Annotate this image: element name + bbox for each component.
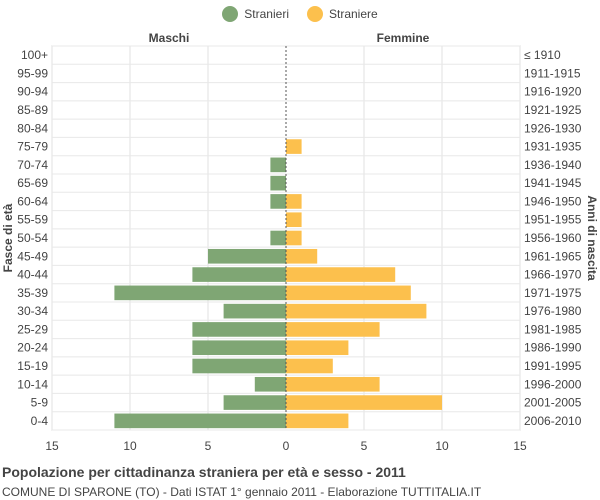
x-tick-label: 15 — [45, 439, 59, 453]
birth-year-tick-label: 1941-1945 — [524, 176, 582, 190]
birth-year-tick-label: 1936-1940 — [524, 158, 582, 172]
age-tick-label: 30-34 — [17, 304, 48, 318]
birth-year-tick-label: 1966-1970 — [524, 268, 582, 282]
birth-year-tick-label: 1981-1985 — [524, 322, 582, 336]
bar-straniere-30-34 — [286, 303, 427, 319]
age-tick-label: 35-39 — [17, 286, 48, 300]
birth-year-tick-label: 1956-1960 — [524, 231, 582, 245]
birth-year-tick-label: 1961-1965 — [524, 249, 582, 263]
bar-stranieri-0-4 — [114, 413, 287, 429]
age-tick-label: 80-84 — [17, 121, 48, 135]
bar-stranieri-50-54 — [270, 230, 286, 246]
legend-swatch-stranieri — [222, 6, 239, 22]
age-tick-label: 25-29 — [17, 322, 48, 336]
age-tick-label: 100+ — [21, 48, 48, 62]
legend-label-straniere: Straniere — [328, 7, 378, 21]
age-tick-label: 55-59 — [17, 213, 48, 227]
bar-straniere-15-19 — [286, 358, 333, 374]
age-tick-label: 85-89 — [17, 103, 48, 117]
bar-straniere-55-59 — [286, 212, 302, 228]
bar-stranieri-35-39 — [114, 285, 287, 301]
age-tick-label: 10-14 — [17, 377, 48, 391]
birth-year-tick-label: 1926-1930 — [524, 121, 582, 135]
bar-straniere-20-24 — [286, 340, 349, 356]
y-axis-title-left: Fasce di età — [1, 203, 15, 272]
chart-title: Popolazione per cittadinanza straniera p… — [2, 464, 406, 480]
birth-year-tick-label: 2006-2010 — [524, 414, 582, 428]
age-tick-label: 45-49 — [17, 249, 48, 263]
x-tick-label: 5 — [361, 439, 368, 453]
bar-straniere-10-14 — [286, 376, 380, 392]
bar-stranieri-65-69 — [270, 175, 286, 191]
bar-straniere-5-9 — [286, 395, 442, 410]
birth-year-tick-label: 1916-1920 — [524, 85, 582, 99]
age-tick-label: 20-24 — [17, 341, 48, 355]
x-tick-label: 15 — [513, 439, 527, 453]
birth-year-tick-label: 1991-1995 — [524, 359, 582, 373]
birth-year-tick-label: 1946-1950 — [524, 194, 582, 208]
chart-source: COMUNE DI SPARONE (TO) - Dati ISTAT 1° g… — [2, 485, 482, 499]
age-tick-label: 50-54 — [17, 231, 48, 245]
bar-straniere-75-79 — [286, 139, 302, 154]
age-tick-label: 70-74 — [17, 158, 48, 172]
bar-straniere-35-39 — [286, 285, 411, 301]
x-tick-label: 10 — [123, 439, 137, 453]
bar-straniere-60-64 — [286, 194, 302, 209]
age-tick-label: 90-94 — [17, 85, 48, 99]
x-tick-label: 5 — [205, 439, 212, 453]
bar-stranieri-10-14 — [254, 376, 286, 392]
x-tick-label: 10 — [435, 439, 449, 453]
birth-year-tick-label: 2001-2005 — [524, 396, 582, 410]
x-tick-label: 0 — [283, 439, 290, 453]
bar-stranieri-70-74 — [270, 157, 286, 173]
age-tick-label: 75-79 — [17, 140, 48, 154]
birth-year-tick-label: 1996-2000 — [524, 377, 582, 391]
bar-straniere-25-29 — [286, 322, 380, 337]
bar-stranieri-5-9 — [223, 395, 286, 410]
birth-year-tick-label: 1921-1925 — [524, 103, 582, 117]
age-tick-label: 40-44 — [17, 268, 48, 282]
legend-swatch-straniere — [306, 6, 323, 22]
bar-stranieri-30-34 — [223, 303, 286, 319]
header-maschi: Maschi — [149, 31, 190, 45]
birth-year-tick-label: 1986-1990 — [524, 341, 582, 355]
birth-year-tick-label: ≤ 1910 — [524, 48, 561, 62]
birth-year-tick-label: 1951-1955 — [524, 213, 582, 227]
bar-stranieri-60-64 — [270, 194, 286, 209]
bar-stranieri-15-19 — [192, 358, 286, 374]
legend-label-stranieri: Stranieri — [244, 7, 289, 21]
age-tick-label: 95-99 — [17, 66, 48, 80]
y-axis-title-right: Anni di nascita — [585, 195, 599, 281]
age-tick-label: 15-19 — [17, 359, 48, 373]
bar-stranieri-45-49 — [208, 248, 286, 264]
bar-straniere-45-49 — [286, 248, 318, 264]
birth-year-tick-label: 1976-1980 — [524, 304, 582, 318]
legend: Stranieri Straniere — [0, 6, 600, 22]
birth-year-tick-label: 1911-1915 — [524, 66, 581, 80]
age-tick-label: 65-69 — [17, 176, 48, 190]
legend-item-stranieri[interactable]: Stranieri — [222, 6, 289, 22]
bar-straniere-50-54 — [286, 230, 302, 246]
bar-stranieri-40-44 — [192, 267, 286, 282]
bar-straniere-0-4 — [286, 413, 349, 429]
header-femmine: Femmine — [377, 31, 430, 45]
bar-stranieri-20-24 — [192, 340, 286, 356]
bar-stranieri-25-29 — [192, 322, 286, 337]
birth-year-tick-label: 1931-1935 — [524, 140, 582, 154]
age-tick-label: 0-4 — [31, 414, 49, 428]
birth-year-tick-label: 1971-1975 — [524, 286, 582, 300]
age-tick-label: 60-64 — [17, 194, 48, 208]
legend-item-straniere[interactable]: Straniere — [306, 6, 378, 22]
age-tick-label: 5-9 — [31, 396, 49, 410]
bar-straniere-40-44 — [286, 267, 396, 282]
